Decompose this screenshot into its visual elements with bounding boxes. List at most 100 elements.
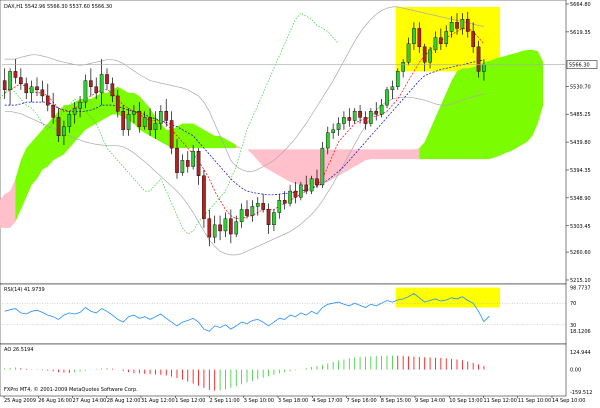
candle	[331, 129, 335, 133]
y-tick-label: 5485.25	[570, 112, 591, 118]
x-tick-label: 14 Sep 10:00	[552, 398, 585, 404]
x-tick-label: 1 Sep 12:00	[175, 398, 205, 404]
kumo-bear	[236, 145, 420, 185]
y-tick-label: 5348.90	[570, 196, 591, 202]
candle	[433, 37, 438, 51]
x-tick-label: 26 Aug 16:00	[38, 398, 72, 404]
candle	[266, 209, 271, 226]
candle	[175, 147, 179, 173]
candle	[412, 28, 416, 44]
candle	[439, 37, 443, 44]
candle	[336, 123, 341, 130]
candle	[476, 46, 481, 72]
x-tick-label: 4 Sep 17:00	[312, 398, 342, 404]
candle	[89, 80, 93, 87]
candle	[352, 111, 357, 121]
x-tick-label: 3 Sep 18:00	[278, 398, 308, 404]
candle	[24, 83, 29, 94]
candle	[309, 178, 314, 192]
candle	[132, 111, 136, 115]
y-tick-label: 5394.35	[570, 168, 591, 174]
candle	[288, 190, 292, 204]
x-tick-label: 8 Sep 15:00	[381, 398, 411, 404]
candle	[62, 126, 66, 137]
candle	[255, 203, 260, 207]
candle	[390, 86, 395, 91]
candle	[239, 209, 244, 222]
candle	[51, 104, 55, 118]
candle	[169, 120, 174, 149]
candle	[180, 160, 185, 173]
x-tick-label: 27 Aug 14:00	[73, 398, 107, 404]
candle	[471, 31, 475, 48]
candle	[8, 71, 12, 91]
rsi-tick-label: 30	[570, 323, 576, 329]
x-tick-label: 3 Sep 10:00	[244, 398, 274, 404]
candle	[250, 206, 255, 216]
candle	[315, 178, 319, 186]
highlight-box-rsi	[395, 287, 501, 308]
y-tick-label: 5619.35	[570, 30, 591, 36]
candle	[115, 95, 120, 112]
candle	[19, 77, 23, 84]
candle	[342, 117, 346, 124]
rsi-tick-label: 70	[570, 301, 576, 307]
candle	[299, 184, 303, 198]
x-tick-label: 7 Sep 16:00	[347, 398, 377, 404]
ao-tick-label: -159.512	[570, 390, 592, 396]
main-price-panel	[0, 6, 566, 256]
candle	[164, 111, 169, 121]
candle	[2, 80, 7, 91]
bollinger-lower	[4, 93, 484, 256]
x-tick-label: 11 Sep 10:00	[518, 398, 551, 404]
candle	[245, 209, 249, 216]
candle	[385, 89, 389, 106]
candle	[83, 80, 88, 103]
candle	[67, 114, 72, 127]
candle	[358, 111, 362, 118]
candle	[374, 111, 379, 115]
candle	[395, 71, 400, 87]
candle	[99, 74, 104, 94]
axes: 5566.30 5664.80 5619.35 5530.70 5485.25 5439.…	[3, 2, 598, 404]
candle	[35, 86, 39, 91]
candle	[465, 19, 470, 32]
x-tick-label: 25 Aug 2009	[4, 398, 36, 404]
candle	[40, 89, 45, 97]
candle	[363, 117, 368, 124]
main-title: DAX,H1 5542.96 5566.30 5537.60 5566.30	[4, 4, 112, 10]
candle	[142, 117, 147, 127]
ao-tick-label: 0.00	[570, 368, 581, 374]
candle	[369, 111, 373, 124]
candle	[110, 83, 115, 97]
candle	[234, 221, 239, 235]
candle	[449, 22, 454, 32]
x-tick-label: 11 Sep 12:00	[484, 398, 517, 404]
candle	[94, 86, 99, 94]
candle	[29, 86, 34, 94]
candle	[325, 132, 330, 149]
rsi-tick-label: 98.7737	[570, 286, 591, 292]
candle	[460, 19, 465, 29]
candle	[320, 147, 325, 186]
candle	[422, 46, 427, 63]
x-tick-label: 31 Aug 12:00	[141, 398, 175, 404]
kumo-bull	[419, 49, 544, 160]
candle	[223, 218, 228, 232]
candle	[185, 160, 190, 167]
candle	[56, 117, 61, 137]
candle	[105, 74, 109, 84]
rsi-title: RSI(14) 41.9739	[4, 287, 45, 293]
kumo-bear	[0, 178, 16, 228]
candle	[261, 203, 265, 210]
candle	[202, 175, 206, 219]
candle	[78, 101, 82, 109]
candle	[207, 218, 212, 238]
candle	[212, 224, 217, 238]
candle	[304, 184, 309, 192]
candle	[455, 22, 459, 29]
rsi-line	[4, 293, 490, 332]
ao-title: AO 26.5194	[4, 347, 34, 353]
